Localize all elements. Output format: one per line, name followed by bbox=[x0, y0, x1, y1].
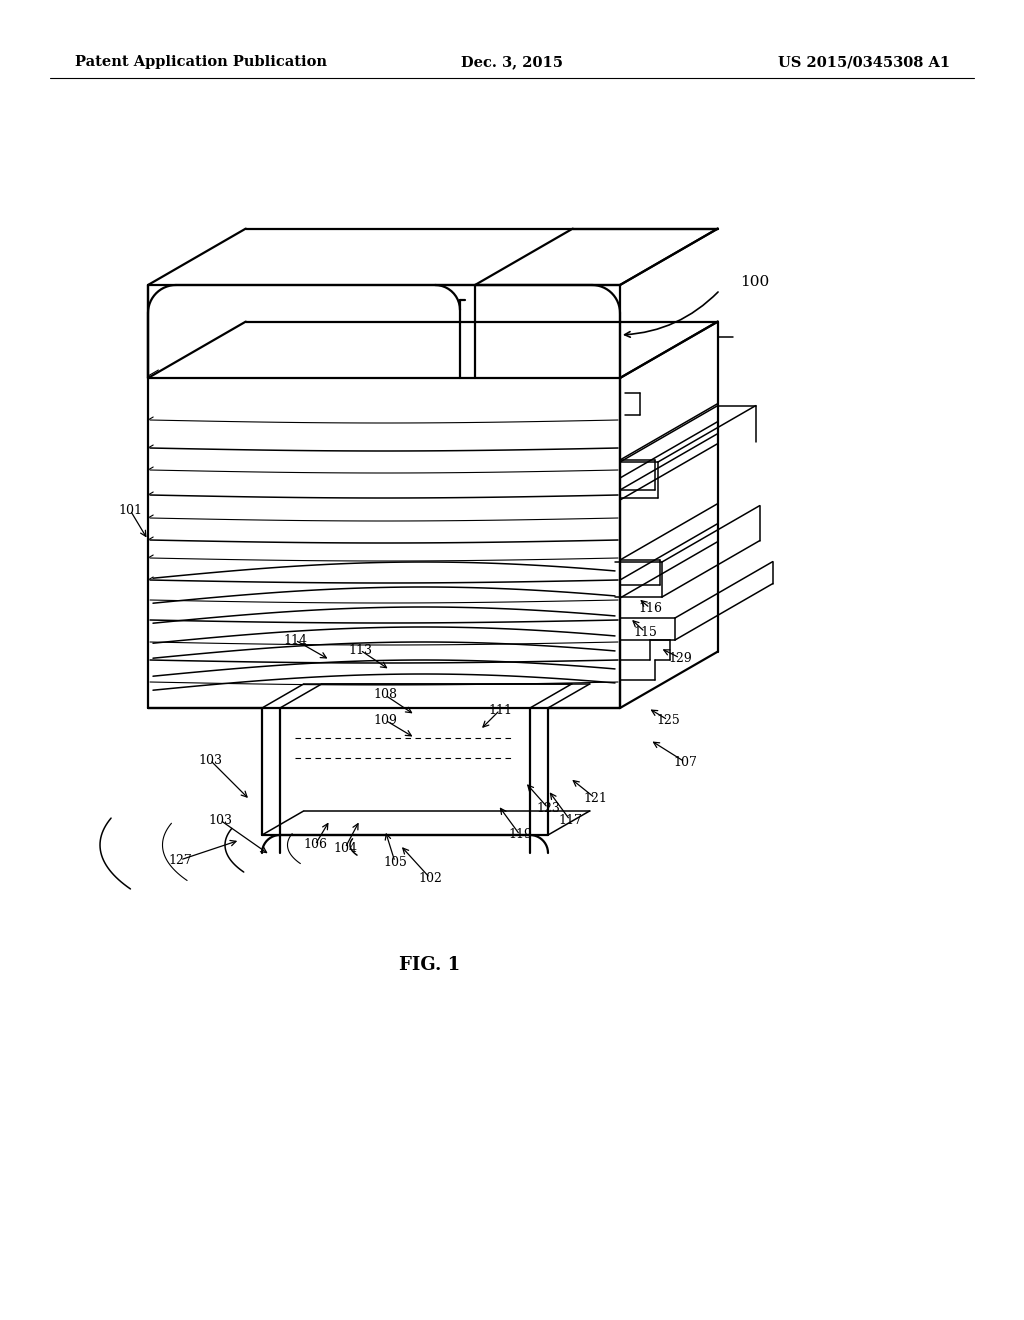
Text: 103: 103 bbox=[208, 813, 232, 826]
Text: 125: 125 bbox=[656, 714, 680, 726]
Text: 119: 119 bbox=[508, 829, 531, 842]
Text: 129: 129 bbox=[668, 652, 692, 664]
Text: 108: 108 bbox=[373, 689, 397, 701]
Text: 114: 114 bbox=[283, 634, 307, 647]
Text: FIG. 1: FIG. 1 bbox=[399, 956, 461, 974]
Text: US 2015/0345308 A1: US 2015/0345308 A1 bbox=[778, 55, 950, 69]
Text: 111: 111 bbox=[488, 704, 512, 717]
Text: 101: 101 bbox=[118, 503, 142, 516]
Text: 104: 104 bbox=[333, 842, 357, 854]
Text: 115: 115 bbox=[633, 626, 657, 639]
Text: 102: 102 bbox=[418, 871, 442, 884]
Text: 116: 116 bbox=[638, 602, 662, 615]
Text: 127: 127 bbox=[168, 854, 191, 866]
Text: 100: 100 bbox=[740, 275, 769, 289]
Text: 121: 121 bbox=[583, 792, 607, 804]
Text: 109: 109 bbox=[373, 714, 397, 726]
Text: 107: 107 bbox=[673, 755, 697, 768]
Text: 123: 123 bbox=[536, 801, 560, 814]
Text: 117: 117 bbox=[558, 813, 582, 826]
Text: 113: 113 bbox=[348, 644, 372, 656]
Text: 106: 106 bbox=[303, 838, 327, 851]
Text: 103: 103 bbox=[198, 754, 222, 767]
Text: Dec. 3, 2015: Dec. 3, 2015 bbox=[461, 55, 563, 69]
Text: Patent Application Publication: Patent Application Publication bbox=[75, 55, 327, 69]
Text: 105: 105 bbox=[383, 855, 407, 869]
